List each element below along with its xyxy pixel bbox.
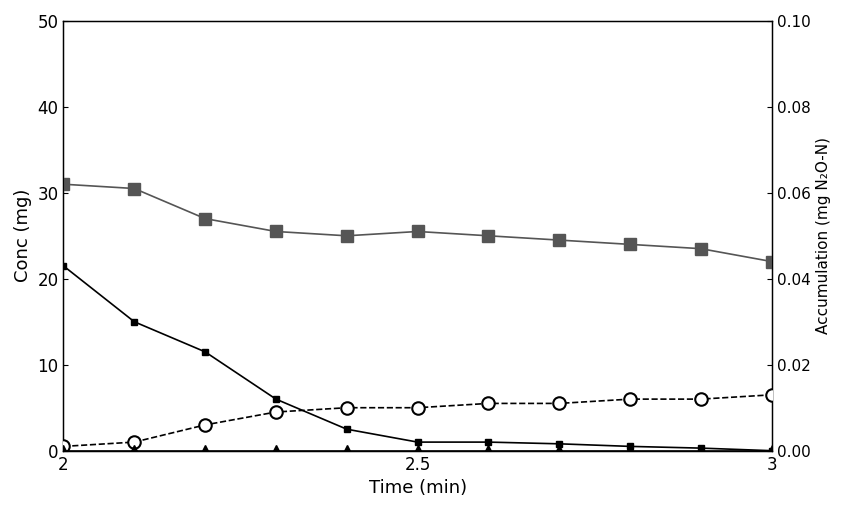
X-axis label: Time (min): Time (min)	[368, 479, 466, 497]
Y-axis label: Accumulation (mg N₂O-N): Accumulation (mg N₂O-N)	[815, 137, 830, 334]
Y-axis label: Conc (mg): Conc (mg)	[14, 189, 32, 283]
